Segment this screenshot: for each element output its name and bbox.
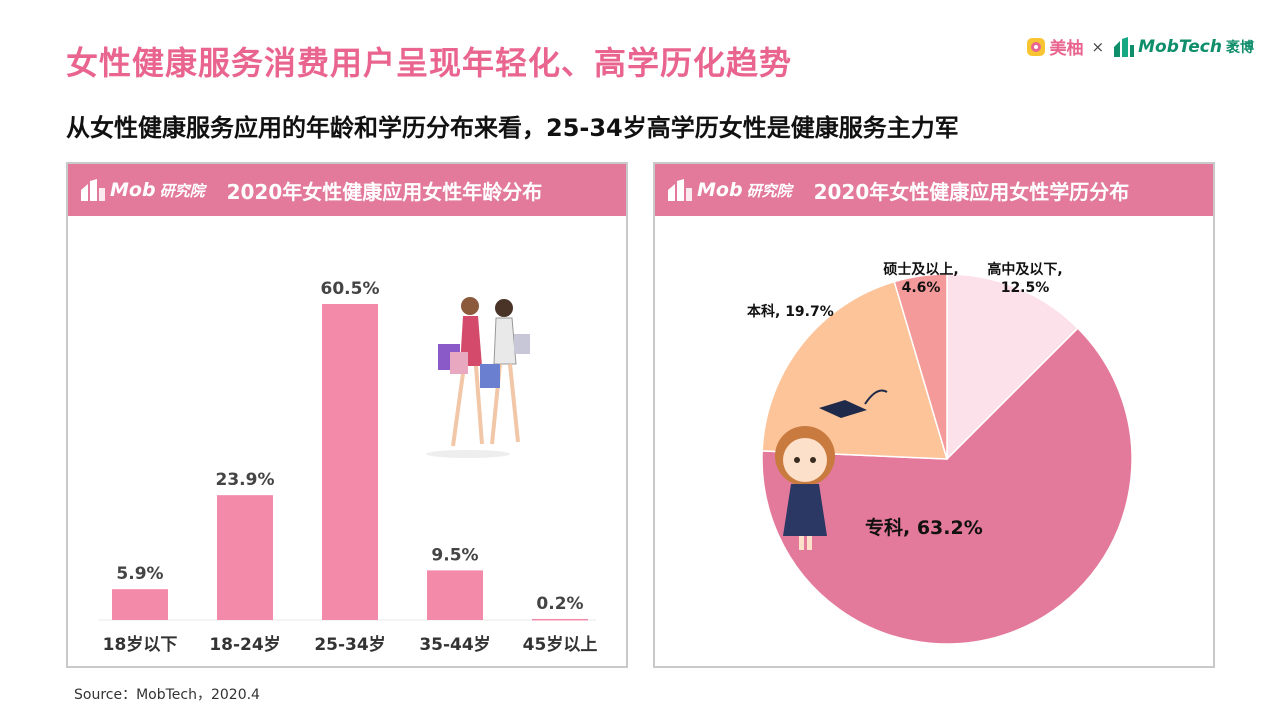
- bar-value-label: 5.9%: [116, 564, 163, 584]
- mob-research-badge: Mob 研究院: [80, 179, 205, 201]
- mobtech-mark-icon: [1114, 36, 1135, 57]
- category-label: 18-24岁: [209, 634, 280, 655]
- pie-slice-label: 专科, 63.2%: [865, 516, 983, 539]
- bar-value-label: 23.9%: [216, 470, 275, 490]
- bar-25-34岁: [322, 304, 378, 620]
- page-subtitle: 从女性健康服务应用的年龄和学历分布来看，25-34岁高学历女性是健康服务主力军: [66, 114, 959, 142]
- mob-badge-cn: 研究院: [746, 181, 792, 200]
- category-label: 35-44岁: [419, 634, 490, 655]
- pie-slice-专科: [761, 327, 1133, 645]
- mob-research-badge: Mob 研究院: [667, 179, 792, 201]
- age-chart-title: 2020年女性健康应用女性年龄分布: [226, 179, 543, 204]
- meiyou-logo-text: 美柚: [1049, 39, 1084, 59]
- pie-slice-高中及以下: [946, 273, 1079, 461]
- category-label: 45岁以上: [523, 634, 598, 655]
- mob-badge-cn: 研究院: [159, 181, 205, 200]
- pie-slice-硕士及以上: [893, 273, 948, 460]
- graduate-girl-illustration: [775, 389, 888, 550]
- mob-badge-text: Mob: [110, 179, 156, 201]
- bar-value-label: 60.5%: [321, 279, 380, 299]
- pie-slice-label: 高中及以下, 12.5%: [987, 261, 1062, 296]
- bar-18-24岁: [217, 495, 273, 620]
- mob-research-icon: [81, 179, 105, 201]
- education-distribution-panel: Mob 研究院 2020年女性健康应用女性学历分布 高中及以下, 12.5% 专科,…: [653, 162, 1215, 668]
- category-label: 18岁以下: [103, 634, 178, 655]
- education-pie-chart: 高中及以下, 12.5% 专科, 63.2% 本科, 19.7% 硕士及以上, 4.6%: [747, 261, 1133, 645]
- mob-badge-text: Mob: [697, 179, 743, 201]
- pie-slice-本科: [761, 280, 949, 460]
- age-panel-header: Mob 研究院 2020年女性健康应用女性年龄分布: [68, 164, 626, 216]
- pie-slice-label: 本科, 19.7%: [747, 303, 834, 320]
- brand-logos: 美柚 × MobTech 袤博: [1026, 34, 1254, 59]
- meiyou-flower-icon: [1026, 37, 1045, 56]
- education-panel-header: Mob 研究院 2020年女性健康应用女性学历分布: [655, 164, 1213, 216]
- mobtech-logo: MobTech 袤博: [1112, 36, 1254, 57]
- shopping-women-illustration: [426, 297, 530, 458]
- meiyou-logo: 美柚: [1026, 34, 1084, 59]
- age-distribution-panel: Mob 研究院 2020年女性健康应用女性年龄分布 5.9% 18岁以下 23.9%…: [66, 162, 628, 668]
- logo-separator: ×: [1091, 37, 1105, 56]
- mobtech-logo-text: MobTech: [1138, 36, 1222, 57]
- bar-value-label: 0.2%: [536, 594, 583, 614]
- education-chart-title: 2020年女性健康应用女性学历分布: [813, 179, 1130, 204]
- bar-45岁以上: [532, 618, 588, 621]
- mob-research-icon: [668, 179, 692, 201]
- mobtech-logo-cn: 袤博: [1226, 39, 1254, 56]
- category-label: 25-34岁: [314, 634, 385, 655]
- bar-value-label: 9.5%: [431, 545, 478, 565]
- bar-35-44岁: [427, 570, 483, 620]
- age-bar-chart: 5.9% 18岁以下 23.9% 18-24岁 60.5% 25-34岁 9.5% 35-44…: [98, 279, 598, 655]
- pie-slice-label: 硕士及以上, 4.6%: [883, 261, 958, 296]
- bar-18岁以下: [112, 589, 168, 620]
- source-note: Source：MobTech，2020.4: [74, 687, 260, 703]
- page-title: 女性健康服务消费用户呈现年轻化、高学历化趋势: [66, 44, 793, 82]
